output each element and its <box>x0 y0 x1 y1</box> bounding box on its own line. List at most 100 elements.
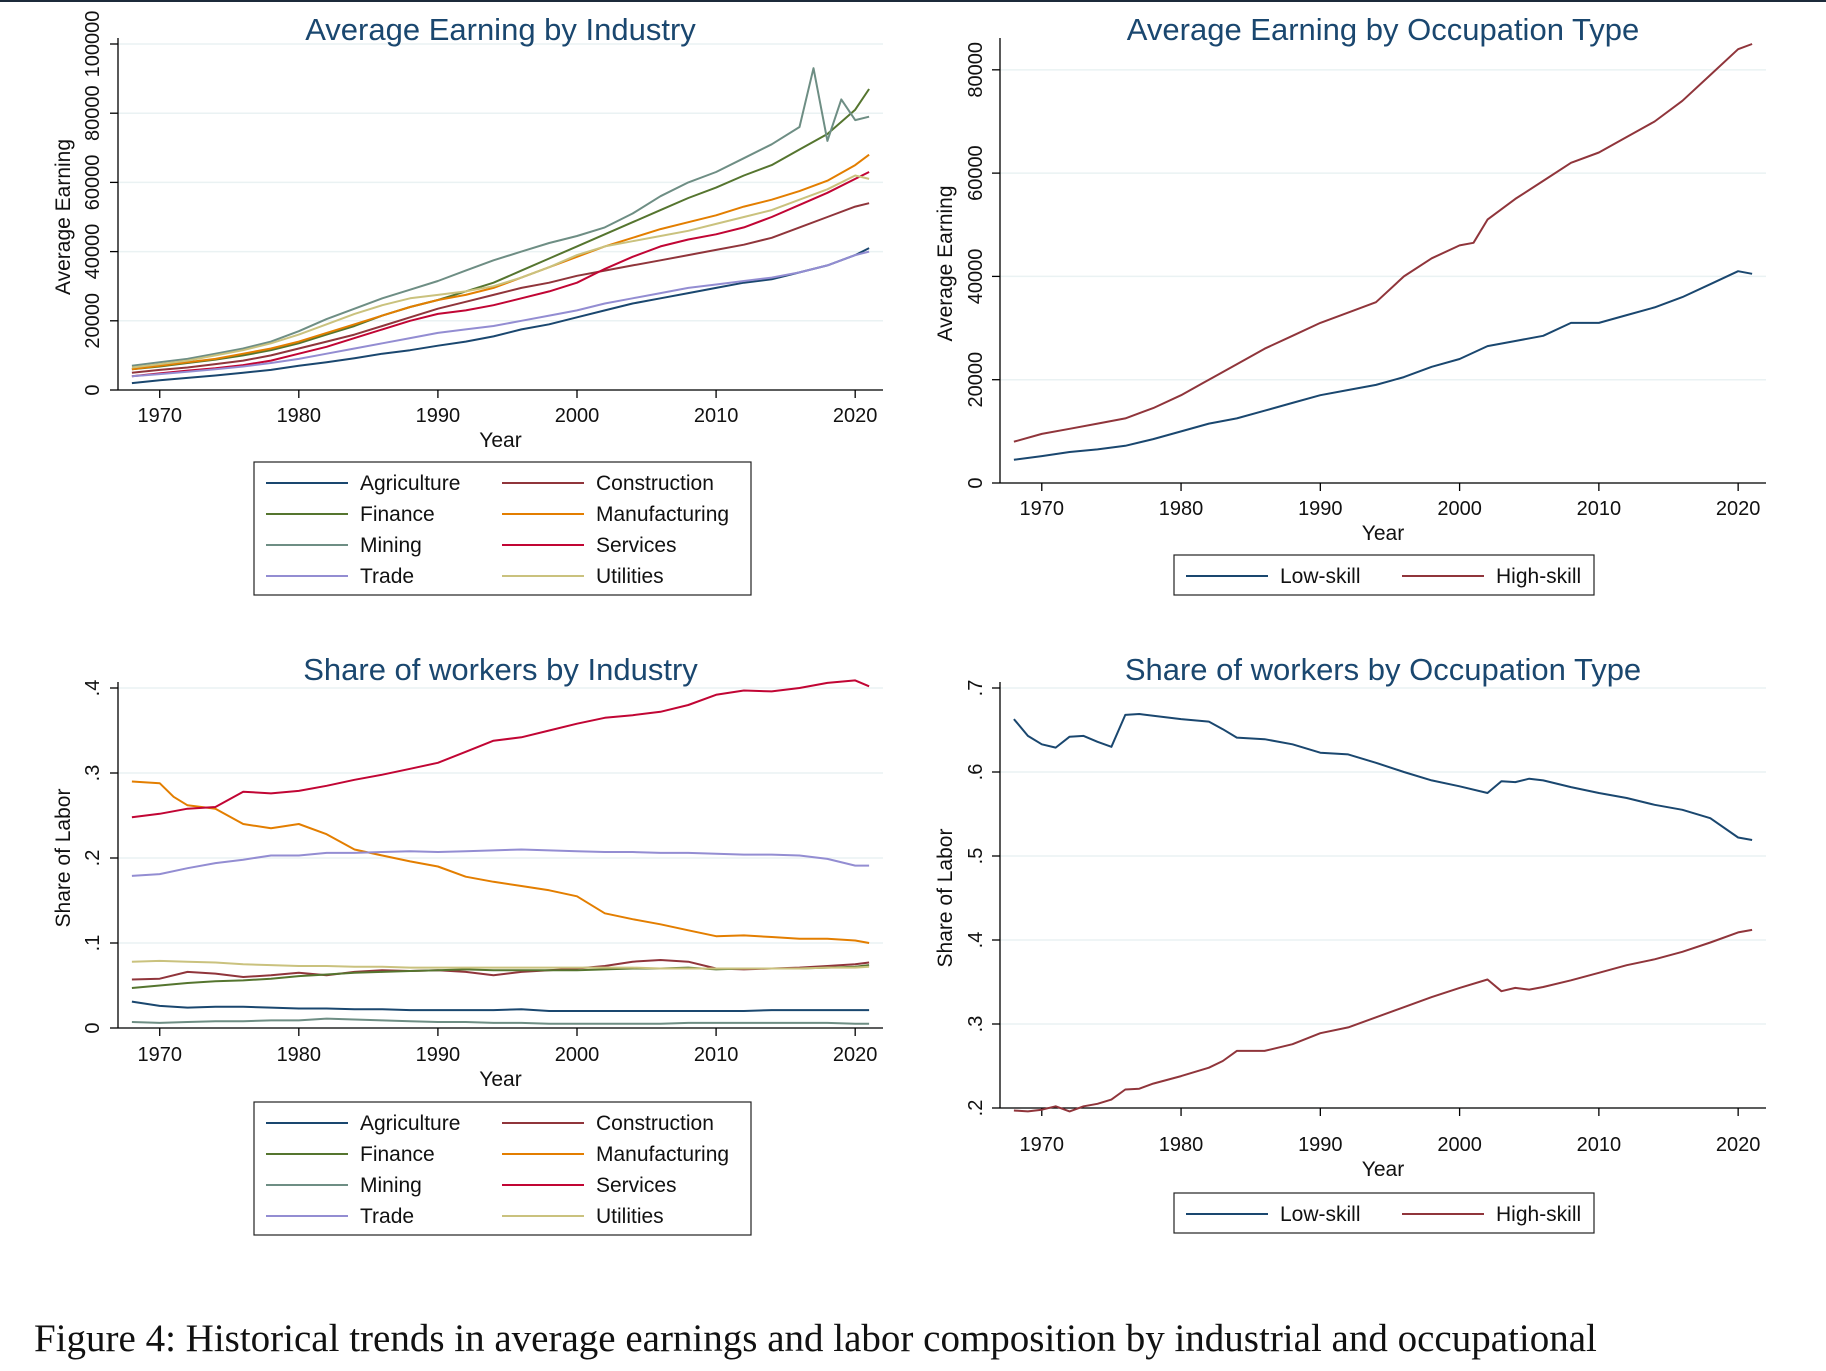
series-line-agriculture <box>131 1000 870 1012</box>
series-line-finance <box>131 88 870 371</box>
series-line-agriculture <box>131 247 870 385</box>
x-tick-label: 1970 <box>137 405 182 427</box>
series-line-services <box>131 171 870 378</box>
chart-panel-2: Average Earning by Occupation Type 0 20000… <box>934 12 1766 596</box>
series-line-low-skill <box>1013 713 1753 841</box>
x-tick-label: 2000 <box>555 1044 600 1066</box>
legend-label: Finance <box>360 503 435 526</box>
x-tick-label: 1970 <box>137 1044 182 1066</box>
y-tick-label: .4 <box>82 680 104 697</box>
legend-label: High-skill <box>1496 1203 1581 1226</box>
x-tick-label: 1970 <box>1020 1134 1065 1156</box>
legend-box <box>253 1101 752 1236</box>
figure-panels: Average Earning by Industry0200004000060… <box>52 11 1766 1236</box>
x-tick-label: 1990 <box>416 1044 461 1066</box>
y-tick-label: 60000 <box>965 145 987 201</box>
legend-label: Low-skill <box>1280 565 1361 588</box>
x-tick-label: 1980 <box>277 1044 322 1066</box>
chart-legend: Low-skill High-skill <box>1173 1192 1595 1234</box>
x-tick-label: 2020 <box>833 1044 878 1066</box>
legend-label: Agriculture <box>360 1112 460 1135</box>
legend-label: Low-skill <box>1280 1203 1361 1226</box>
series-line-utilities <box>131 959 870 970</box>
legend-label: Utilities <box>596 565 664 588</box>
x-tick-label: 1980 <box>277 405 322 427</box>
legend-label: Trade <box>360 1205 414 1228</box>
chart-panel-4: Share of workers by Occupation Type .2 .3.… <box>934 652 1766 1234</box>
legend-label: Services <box>596 1174 677 1197</box>
x-axis-label: Year <box>479 429 521 452</box>
legend-label: Construction <box>596 472 714 495</box>
figure-caption: Figure 4: Historical trends in average e… <box>34 1317 1597 1360</box>
x-tick-label: 2010 <box>694 1044 739 1066</box>
x-tick-label: 1980 <box>1159 498 1204 520</box>
series-line-mining <box>131 1017 870 1025</box>
y-tick-label: .7 <box>965 680 987 697</box>
legend-label: Services <box>596 534 677 557</box>
chart-legend: Low-skill High-skill <box>1173 554 1595 596</box>
legend-label: Mining <box>360 534 422 557</box>
series-line-manufacturing <box>131 780 870 944</box>
x-tick-label: 2000 <box>555 405 600 427</box>
y-tick-label: .3 <box>965 1016 987 1033</box>
legend-box <box>253 461 752 596</box>
y-tick-label: .3 <box>82 765 104 782</box>
legend-label: Manufacturing <box>596 1143 729 1166</box>
y-tick-label: 20000 <box>965 352 987 408</box>
x-tick-label: 1990 <box>416 405 461 427</box>
y-tick-label: 40000 <box>965 249 987 305</box>
x-tick-label: 2020 <box>833 405 878 427</box>
x-tick-label: 2010 <box>1577 1134 1622 1156</box>
y-tick-label: 80000 <box>965 42 987 98</box>
y-tick-label: 80000 <box>82 85 104 141</box>
series-line-construction <box>131 202 870 374</box>
series-line-utilities <box>131 174 870 369</box>
chart-legend: Agriculture Construction Finance Manufactur… <box>253 1101 752 1236</box>
series-line-trade <box>131 848 870 877</box>
x-tick-label: 2010 <box>1577 498 1622 520</box>
series-line-mining <box>131 67 870 367</box>
legend-label: Agriculture <box>360 472 460 495</box>
series-line-services <box>131 679 870 819</box>
y-tick-label: 20000 <box>82 293 104 349</box>
y-tick-label: .1 <box>82 935 104 952</box>
series-line-high-skill <box>1013 43 1753 443</box>
legend-label: Construction <box>596 1112 714 1135</box>
series-line-trade <box>131 250 870 378</box>
legend-label: Manufacturing <box>596 503 729 526</box>
legend-label: Trade <box>360 565 414 588</box>
chart-panel-1: Average Earning by Industry 0 20000 40000 60… <box>52 11 883 596</box>
y-tick-label: 60000 <box>82 155 104 211</box>
y-axis-label: Average Earning <box>52 139 75 295</box>
y-axis-label: Average Earning <box>934 185 957 341</box>
y-tick-label: .2 <box>82 850 104 867</box>
x-tick-label: 2000 <box>1437 1134 1482 1156</box>
x-axis-label: Year <box>479 1068 521 1091</box>
x-tick-label: 1970 <box>1020 498 1065 520</box>
x-axis-label: Year <box>1362 1158 1404 1181</box>
chart-panel-3: Share of workers by Industry 0 .1 .2 .3 .4 197… <box>52 652 883 1236</box>
y-axis-label: Share of Labor <box>52 789 75 928</box>
x-tick-label: 2000 <box>1437 498 1482 520</box>
y-tick-label: .5 <box>965 848 987 865</box>
x-tick-label: 2010 <box>694 405 739 427</box>
chart-legend: Agriculture Construction Finance Manufactur… <box>253 461 752 596</box>
x-tick-label: 2020 <box>1716 1134 1761 1156</box>
x-tick-label: 1980 <box>1159 1134 1204 1156</box>
series-line-low-skill <box>1013 270 1753 461</box>
x-axis-label: Year <box>1362 522 1404 545</box>
y-tick-label: 0 <box>82 1022 104 1033</box>
y-tick-label: .4 <box>965 932 987 949</box>
chart-title: Share of workers by Industry <box>303 652 698 687</box>
y-tick-label: .2 <box>965 1100 987 1117</box>
y-axis-label: Share of Labor <box>934 829 957 968</box>
x-tick-label: 1990 <box>1298 498 1343 520</box>
legend-label: Finance <box>360 1143 435 1166</box>
legend-label: High-skill <box>1496 565 1581 588</box>
legend-label: Utilities <box>596 1205 664 1228</box>
chart-title: Share of workers by Occupation Type <box>1125 652 1641 687</box>
legend-label: Mining <box>360 1174 422 1197</box>
chart-title: Average Earning by Occupation Type <box>1127 12 1639 47</box>
y-tick-label: .6 <box>965 764 987 781</box>
series-line-manufacturing <box>131 153 870 371</box>
